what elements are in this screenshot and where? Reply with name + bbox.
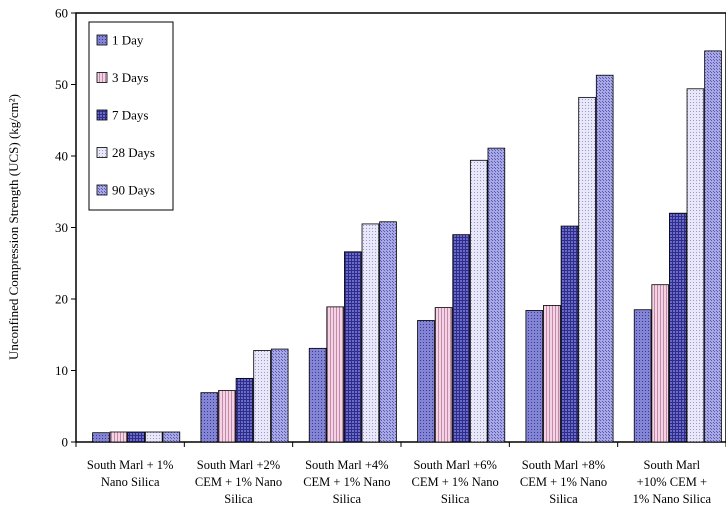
x-tick-label-line: South Marl +8% <box>522 458 605 472</box>
bar-2-4 <box>434 307 453 443</box>
y-tick-label: 0 <box>62 435 69 450</box>
bar-5-3 <box>379 221 397 443</box>
legend-label-5: 90 Days <box>112 183 155 198</box>
bar-4-4 <box>469 159 488 443</box>
bar-5-2 <box>270 348 289 443</box>
y-tick-label: 40 <box>55 149 68 164</box>
bar-3-1 <box>127 431 145 443</box>
bar-1-5 <box>525 310 544 443</box>
y-axis: 0 10 20 30 40 50 60 <box>55 6 76 450</box>
y-tick-label: 10 <box>55 363 68 378</box>
legend-label-3: 7 Days <box>112 108 148 123</box>
x-tick-label-line: Silica <box>549 492 578 506</box>
x-tick-label-line: South Marl +2% <box>197 458 280 472</box>
x-tick-label: South Marl +2% CEM + 1% Nano Silica <box>195 458 282 506</box>
bar-2-1 <box>109 431 128 443</box>
bar-5-4 <box>487 147 506 443</box>
legend-swatch-3 <box>96 109 108 121</box>
x-tick-label-line: South Marl + 1% <box>87 458 174 472</box>
bar-4-3 <box>361 223 380 443</box>
y-axis-label: Unconfined Compression Strength (UCS) (k… <box>6 94 21 360</box>
x-tick-label-line: South Marl +6% <box>413 458 496 472</box>
bar-2-2 <box>218 390 236 443</box>
bar-2-3 <box>326 306 345 443</box>
x-tick-label-line: CEM + 1% Nano <box>520 475 607 489</box>
bar-5-5 <box>595 74 614 443</box>
x-tick-label-line: South Marl +4% <box>305 458 388 472</box>
x-tick-label-line: 1% Nano Silica <box>633 492 712 506</box>
bar-1-4 <box>417 320 435 443</box>
bar-1-3 <box>308 347 327 443</box>
bar-1-2 <box>200 392 219 443</box>
bar-5-6 <box>704 50 722 443</box>
x-tick-label: South Marl +10% CEM + 1% Nano Silica <box>633 458 712 506</box>
legend-label-2: 3 Days <box>112 70 148 85</box>
bar-3-3 <box>344 251 362 443</box>
legend-swatch-1 <box>96 34 108 46</box>
y-tick-label: 20 <box>55 292 68 307</box>
y-tick-label: 50 <box>55 77 68 92</box>
bar-3-6 <box>669 212 687 443</box>
x-tick-label-line: Nano Silica <box>101 475 160 489</box>
legend-swatch-4 <box>96 147 108 158</box>
bar-4-1 <box>144 431 163 443</box>
legend: 1 Day 3 Days 7 Days 28 Days 90 Days <box>88 21 174 211</box>
bar-2-5 <box>543 305 561 443</box>
x-tick-label: South Marl + 1% Nano Silica <box>87 458 174 489</box>
x-axis: South Marl + 1% Nano Silica South Marl +2%… <box>75 442 726 506</box>
legend-swatch-2 <box>96 72 108 83</box>
bar-2-6 <box>651 284 670 443</box>
legend-swatch-5 <box>96 184 108 196</box>
x-tick-label-line: CEM + 1% Nano <box>303 475 390 489</box>
bar-3-2 <box>235 377 254 443</box>
x-tick-label: South Marl +8% CEM + 1% Nano Silica <box>520 458 607 506</box>
bar-1-6 <box>633 309 652 443</box>
x-tick-label-line: Silica <box>441 492 470 506</box>
x-tick-label-line: Silica <box>333 492 362 506</box>
y-tick-label: 30 <box>55 220 68 235</box>
y-tick-label: 60 <box>55 6 68 21</box>
x-tick-label-line: South Marl <box>644 458 701 472</box>
x-tick-label: South Marl +4% CEM + 1% Nano Silica <box>303 458 390 506</box>
x-tick-label-line: CEM + 1% Nano <box>412 475 499 489</box>
x-tick-label-line: CEM + 1% Nano <box>195 475 282 489</box>
x-tick-label-line: +10% CEM + <box>637 475 707 489</box>
legend-label-4: 28 Days <box>112 145 155 160</box>
x-tick-label-line: Silica <box>224 492 253 506</box>
legend-label-1: 1 Day <box>112 33 144 48</box>
x-tick-label: South Marl +6% CEM + 1% Nano Silica <box>412 458 499 506</box>
bar-4-5 <box>578 96 596 443</box>
bar-3-4 <box>452 234 470 443</box>
bar-5-1 <box>162 431 181 443</box>
bar-4-2 <box>253 350 271 443</box>
bar-4-6 <box>686 88 705 443</box>
bar-1-1 <box>92 432 110 443</box>
bars <box>92 50 722 443</box>
bar-3-5 <box>560 225 579 443</box>
